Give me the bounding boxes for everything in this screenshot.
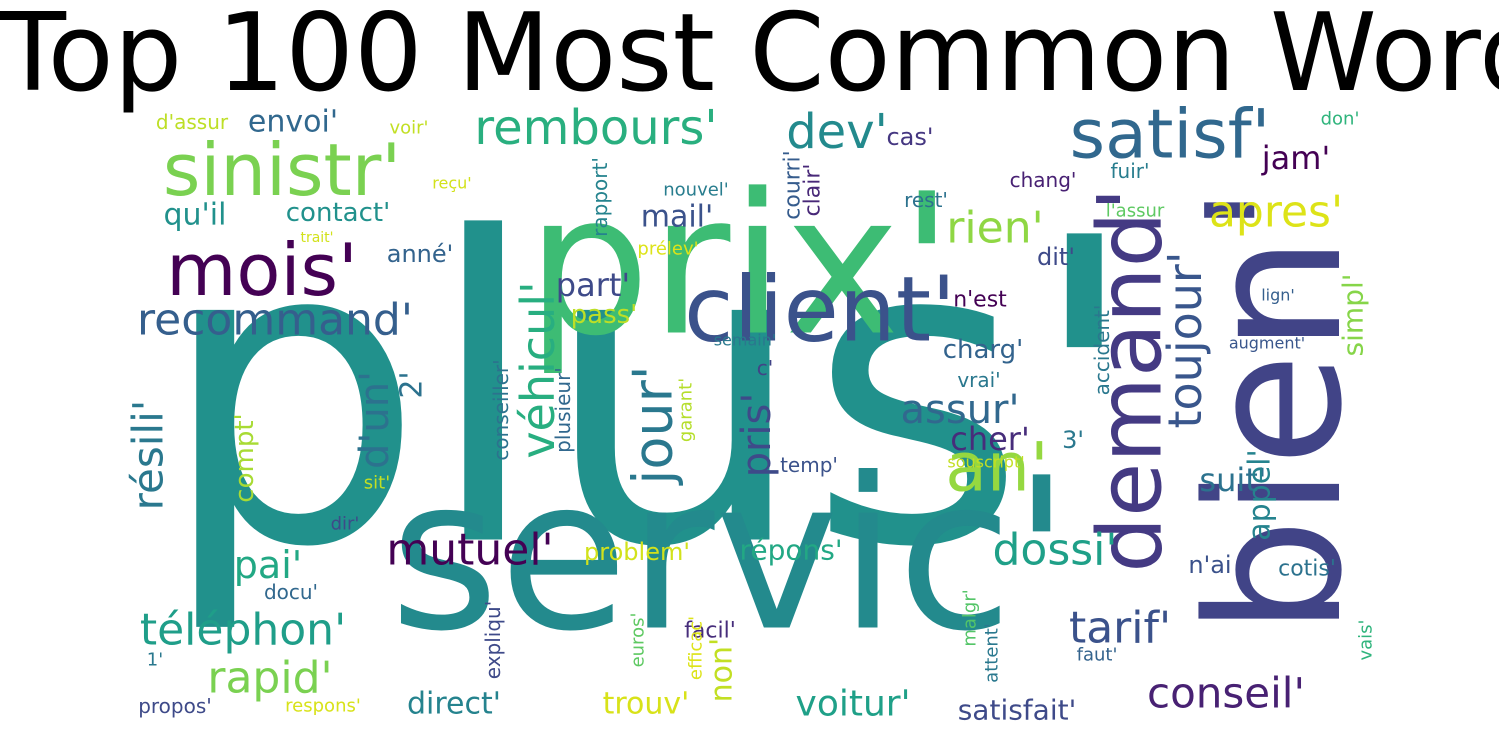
word-55: clair': [801, 164, 826, 217]
word-33: mail': [641, 200, 714, 235]
word-51: pass': [571, 300, 638, 330]
word-25: résili': [124, 400, 173, 511]
word-61: rest': [904, 188, 948, 212]
word-22: tarif': [1069, 603, 1171, 654]
word-73: euros': [628, 613, 649, 668]
word-45: trouv': [603, 687, 690, 722]
word-43: direct': [407, 687, 501, 722]
word-26: pris': [734, 393, 780, 478]
word-2: prix': [526, 152, 953, 379]
word-13: jour': [622, 365, 685, 485]
word-34: suit': [1199, 461, 1266, 499]
word-74: malgr': [960, 589, 981, 646]
word-70: plusieur': [551, 367, 575, 453]
word-68: expliqu': [481, 601, 505, 679]
word-30: contact': [286, 198, 390, 228]
word-14: véhicul': [511, 281, 565, 458]
word-31: pai': [234, 543, 302, 587]
word-77: vais': [1356, 619, 1377, 660]
word-37: répons': [739, 534, 842, 567]
word-79: prélev': [637, 239, 698, 260]
word-69: conseiller': [489, 359, 513, 460]
word-48: problem': [584, 538, 690, 566]
word-35: appel': [1243, 449, 1278, 541]
word-90: propos': [138, 694, 212, 718]
word-86: souscript': [947, 453, 1024, 472]
word-19: recommand': [137, 295, 413, 346]
word-36: jam': [1261, 139, 1330, 177]
word-95: trait': [300, 230, 333, 246]
word-64: c': [757, 356, 774, 380]
word-47: anné': [387, 240, 454, 268]
word-27: d'un': [352, 371, 398, 469]
word-3: bien': [1167, 185, 1383, 636]
word-39: envoi': [248, 105, 338, 140]
word-91: respons': [285, 696, 361, 717]
word-42: simpl': [1337, 274, 1370, 357]
word-21: conseil': [1147, 669, 1305, 718]
word-23: assur': [901, 387, 1020, 433]
word-52: dit': [1037, 243, 1075, 271]
word-32: part': [556, 266, 630, 304]
word-41: 2': [395, 371, 430, 398]
word-57: cotis': [1278, 557, 1336, 582]
word-94: reçu': [432, 174, 471, 193]
word-67: docu': [264, 580, 318, 604]
word-65: temp': [780, 453, 838, 477]
word-24: rapid': [207, 653, 332, 704]
word-1: servic': [390, 433, 1071, 678]
word-46: satisfait': [958, 694, 1077, 727]
word-10: dev': [786, 104, 888, 160]
word-62: chang': [1010, 168, 1077, 192]
word-56: 3': [1062, 426, 1084, 454]
word-72: efficac': [686, 616, 707, 680]
word-20: téléphon': [140, 605, 346, 656]
word-28: voitur': [796, 684, 911, 725]
word-17: dossi': [992, 525, 1117, 576]
word-60: fuir': [1111, 159, 1150, 183]
word-4: client': [684, 258, 956, 363]
chart-title: Top 100 Most Common Words: [0, 0, 1499, 116]
word-12: toujour': [1158, 252, 1212, 429]
word-75: attent': [982, 623, 1003, 683]
word-76: faut': [1077, 645, 1118, 666]
word-58: n'est: [953, 288, 1007, 313]
word-59: vrai': [957, 368, 1000, 392]
word-92: d'assur: [156, 110, 229, 134]
word-81: l'assur: [1106, 201, 1165, 222]
word-15: apres': [1209, 187, 1343, 238]
word-87: sit': [364, 473, 390, 494]
word-88: dir': [331, 514, 360, 535]
word-40: charg': [943, 335, 1024, 365]
word-80: nouvel': [663, 180, 729, 201]
word-16: rien': [946, 203, 1043, 254]
word-85: semain': [714, 331, 777, 350]
word-50: n'ai: [1188, 551, 1231, 579]
word-83: lign': [1261, 286, 1295, 305]
word-71: garant': [676, 378, 697, 442]
word-44: non': [705, 638, 740, 703]
word-93: voir': [389, 118, 428, 139]
word-78: rapport': [588, 157, 612, 237]
word-18: mutuel': [386, 525, 553, 576]
word-54: courri': [781, 150, 806, 219]
word-66: facil': [684, 619, 736, 644]
word-6: sinistr': [163, 128, 401, 212]
word-63: accident': [1090, 305, 1114, 396]
word-0: plus': [158, 151, 1142, 640]
word-7: mois': [166, 228, 358, 312]
word-5: demand': [1079, 187, 1182, 572]
word-82: don': [1321, 109, 1360, 130]
word-9: rembours': [474, 100, 717, 156]
word-84: augment': [1229, 334, 1305, 353]
word-53: cas': [886, 123, 933, 151]
word-29: qu'il: [164, 198, 227, 233]
word-49: compt': [230, 413, 260, 502]
word-89: 1': [147, 650, 163, 671]
word-11: an': [945, 429, 1048, 508]
word-8: satisf': [1070, 96, 1271, 175]
word-38: cher': [950, 420, 1030, 458]
